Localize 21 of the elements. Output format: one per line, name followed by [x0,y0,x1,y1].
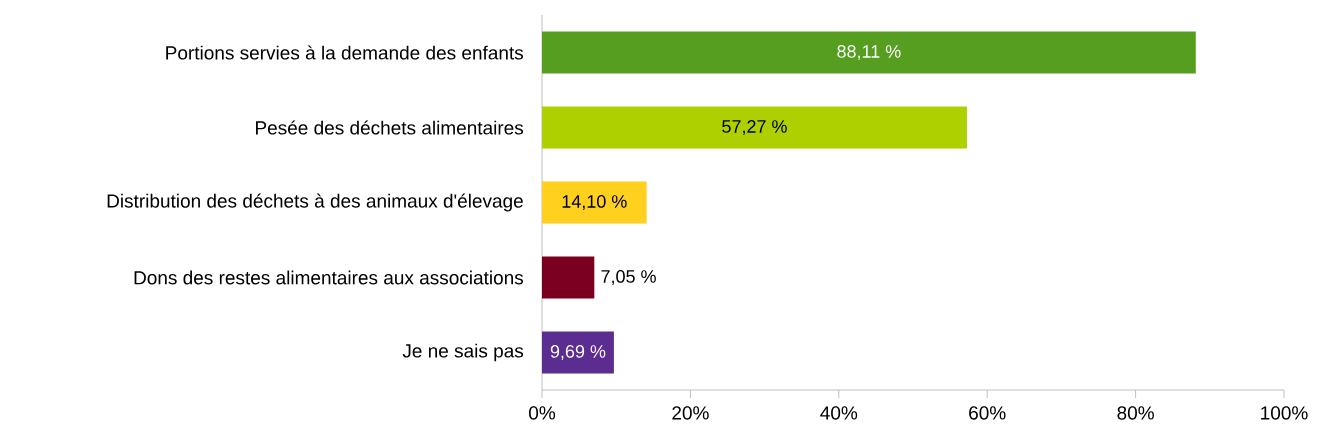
x-tick-label: 80% [1117,406,1154,420]
y-tick-label: Je ne sais pas [402,343,524,362]
y-tick-label: Distribution des déchets à des animaux d'élevage [107,193,523,212]
data-label: 7,05 % [601,270,656,285]
bar [542,331,614,374]
x-tick-label: 100% [1261,406,1308,420]
x-tick-label: 0% [529,406,556,420]
data-label: 88,11 % [837,45,901,60]
x-tick-label: 60% [969,406,1006,420]
x-tick-label: 40% [820,406,858,420]
y-tick-label: Dons des restes alimentaires aux associations [134,270,524,285]
data-label: 57,27 % [722,120,787,135]
y-tick-label: Portions servies à la demande des enfants [166,45,524,60]
bar [542,31,1196,74]
bar [542,256,595,299]
x-tick-label: 20% [672,406,709,420]
bar [542,181,647,224]
y-tick-label: Pesée des déchets alimentaires [256,120,524,135]
data-label: 9,69 % [550,345,606,360]
data-label: 14,10 % [562,195,627,210]
bar [542,106,967,149]
